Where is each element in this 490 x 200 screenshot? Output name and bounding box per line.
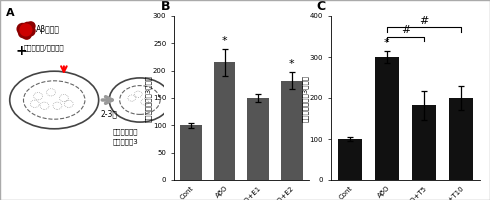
Text: #: #	[419, 16, 429, 26]
Bar	[214, 62, 236, 180]
Text: A: A	[6, 8, 14, 18]
Point	[27, 24, 35, 28]
Bar	[247, 98, 269, 180]
Text: Aβ低聚体: Aβ低聚体	[36, 25, 60, 34]
Text: B: B	[161, 0, 171, 13]
Text: +: +	[15, 44, 27, 58]
Bar	[338, 139, 362, 180]
Y-axis label: 活化半脸天冬醂3的水平: 活化半脸天冬醂3的水平	[145, 74, 151, 121]
Text: *: *	[289, 59, 294, 69]
Bar	[449, 98, 473, 180]
Point	[20, 31, 27, 34]
Bar	[412, 105, 436, 180]
Text: 2-3天: 2-3天	[100, 110, 118, 119]
Point	[22, 28, 30, 32]
Point	[24, 25, 31, 29]
Text: 半胱天冬酶3: 半胱天冬酶3	[112, 138, 138, 145]
Text: 植物提取物/成分物质: 植物提取物/成分物质	[24, 45, 64, 51]
Point	[19, 27, 26, 31]
Text: *: *	[384, 38, 390, 48]
Text: C: C	[316, 0, 325, 13]
Bar	[375, 57, 399, 180]
Point	[26, 29, 34, 32]
Text: #: #	[401, 25, 410, 35]
Point	[23, 33, 31, 36]
Text: 定量添加活化: 定量添加活化	[112, 129, 138, 135]
Text: *: *	[222, 36, 227, 46]
Bar	[180, 125, 202, 180]
Y-axis label: 活化半脸天冬醂3的水平: 活化半脸天冬醂3的水平	[302, 74, 308, 121]
Bar	[281, 81, 303, 180]
